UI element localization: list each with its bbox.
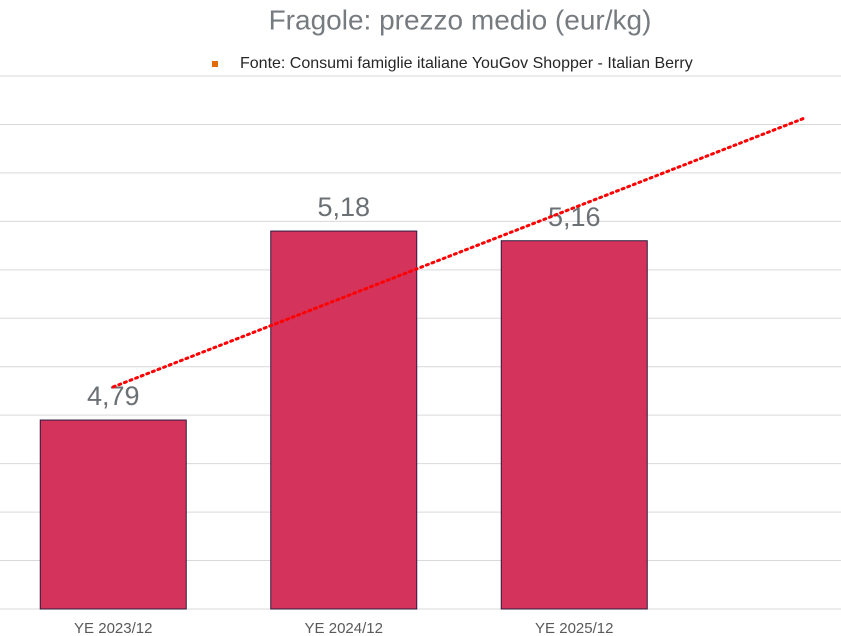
- bar: [270, 230, 418, 610]
- bar: [39, 419, 187, 610]
- x-tick-label: YE 2024/12: [305, 620, 383, 636]
- value-label: 5,18: [317, 192, 370, 222]
- legend-marker: [212, 61, 218, 67]
- x-tick-label: YE 2025/12: [535, 620, 613, 636]
- x-tick-label: YE 2023/12: [74, 620, 152, 636]
- chart-title: Fragole: prezzo medio (eur/kg): [269, 4, 652, 35]
- value-label: 5,16: [548, 202, 601, 232]
- bar: [500, 240, 648, 610]
- trendline: [111, 116, 807, 389]
- legend-label: Fonte: Consumi famiglie italiane YouGov …: [240, 55, 693, 72]
